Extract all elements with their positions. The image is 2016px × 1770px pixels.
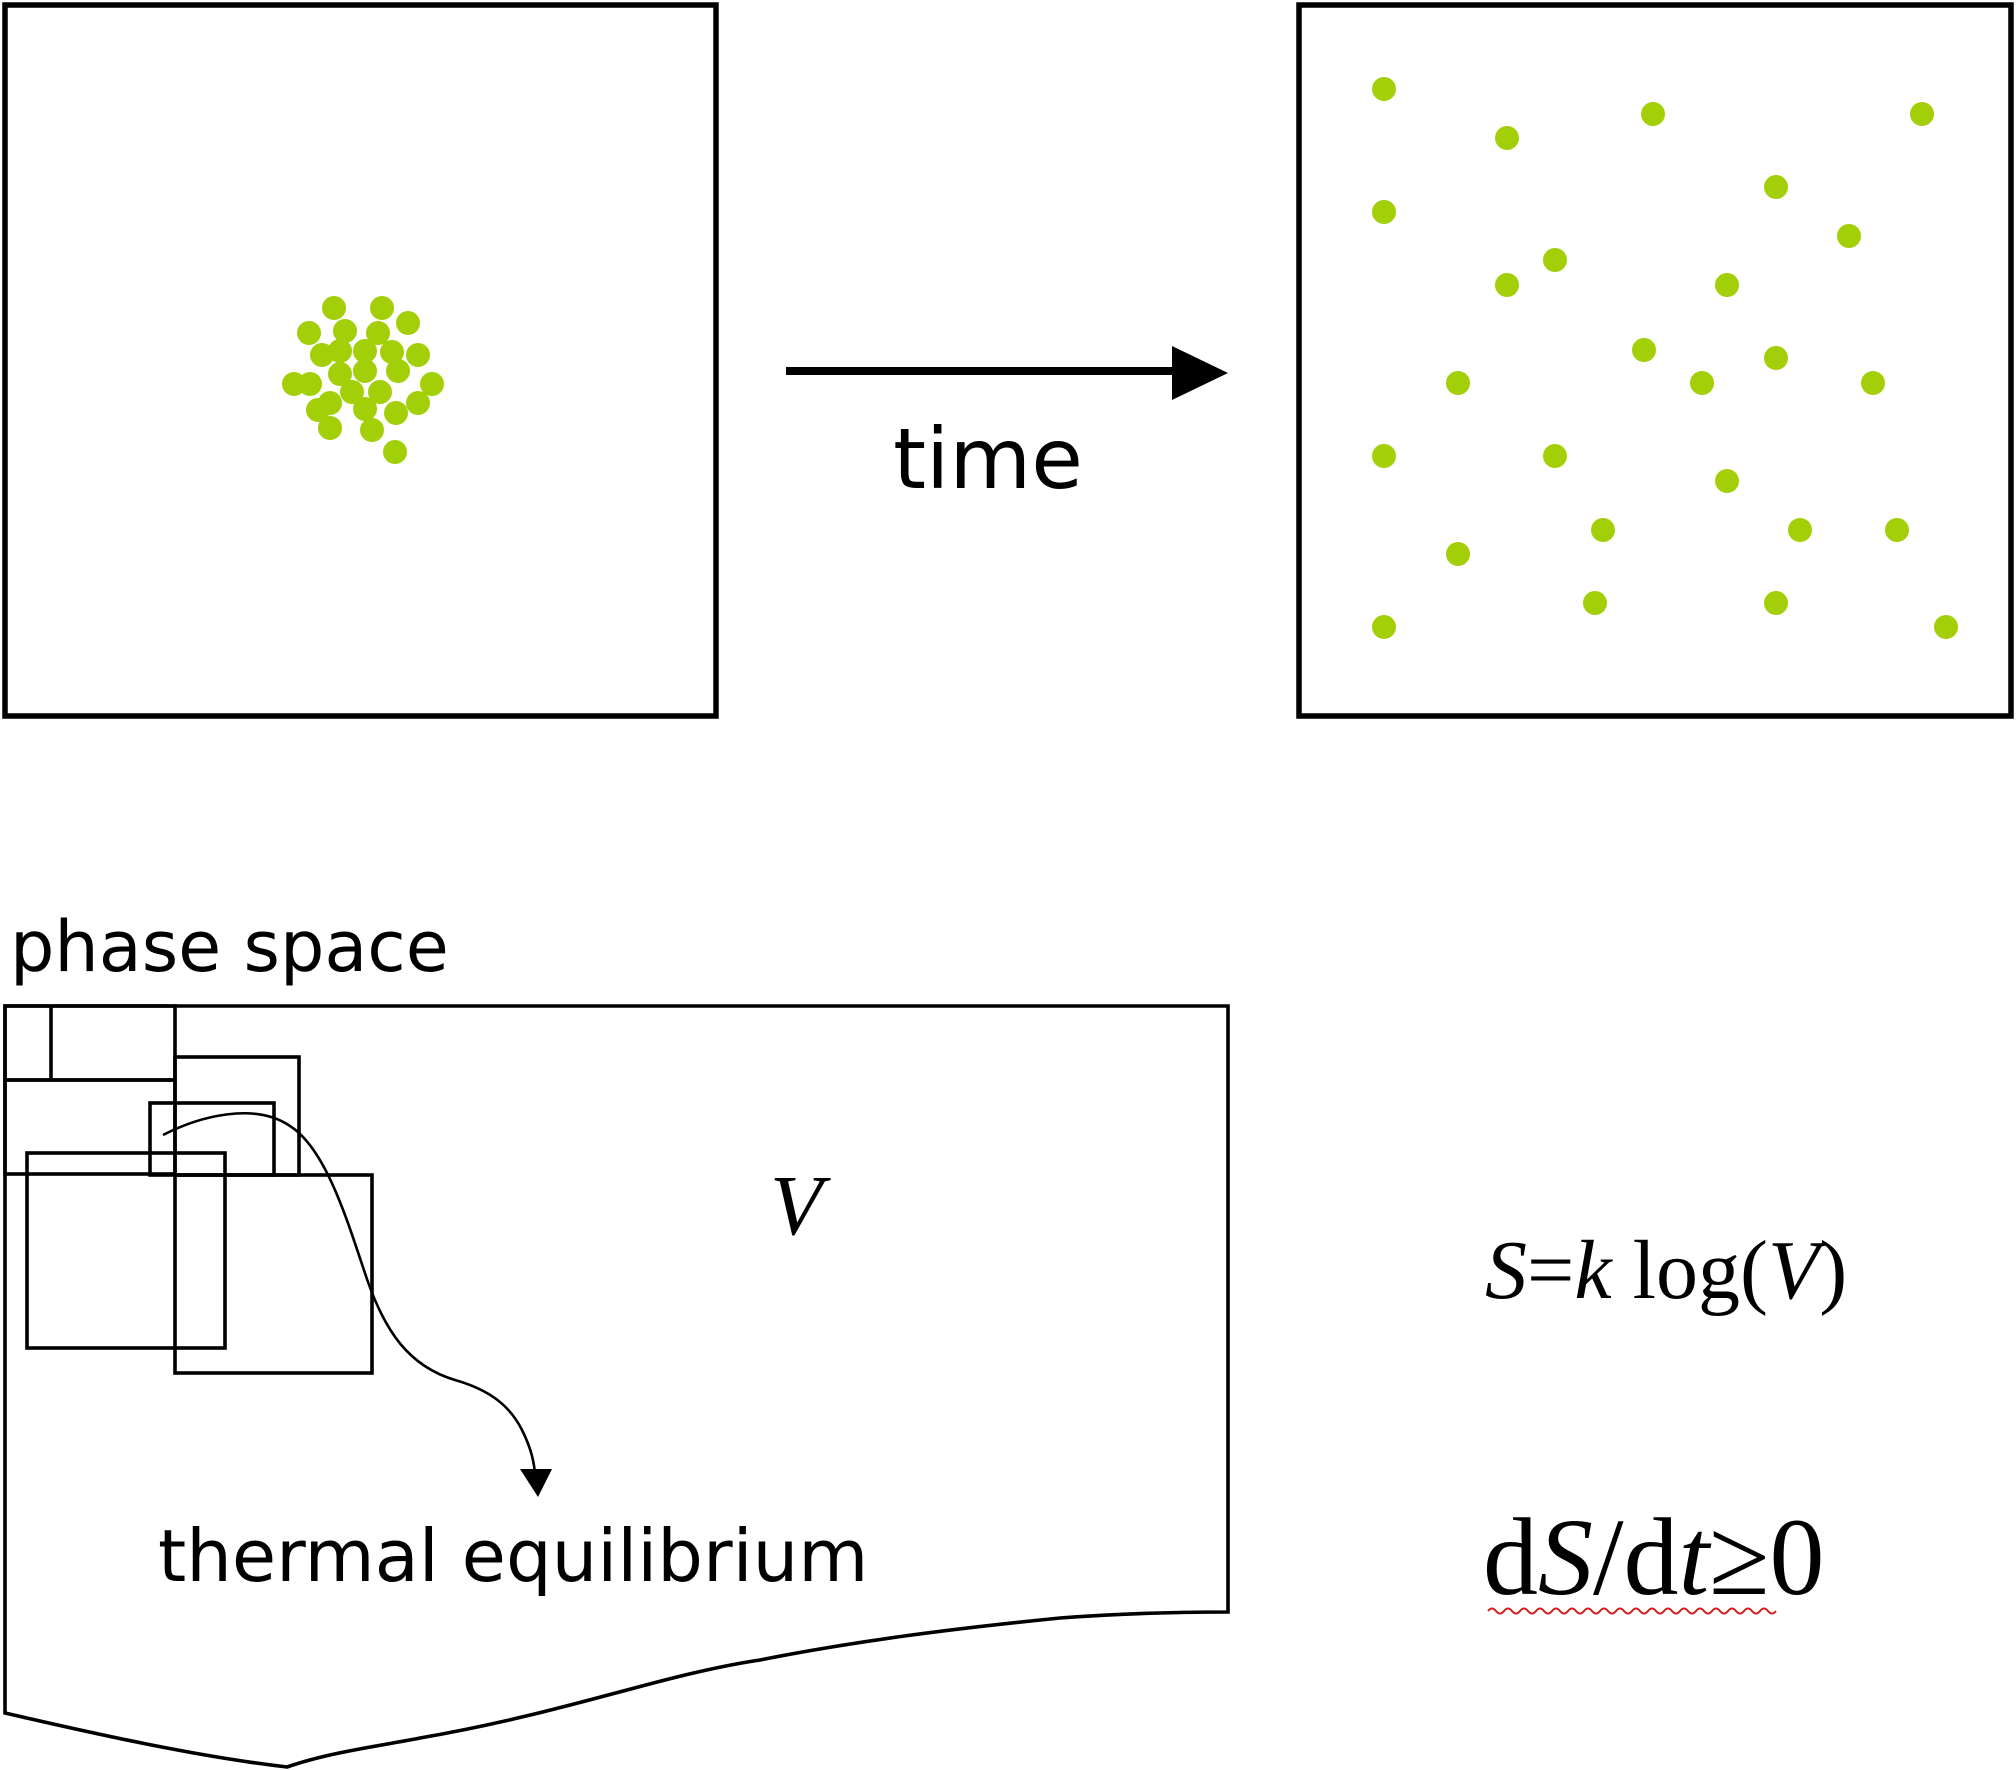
particle-final-13 [1446,371,1470,395]
second-law-equation: dS/dt≥0 [1483,1496,1825,1618]
particle-final-16 [1372,444,1396,468]
particle-final-26 [1934,615,1958,639]
particle-initial-2 [370,296,394,320]
particle-initial-16 [340,380,364,404]
particle-initial-13 [353,359,377,383]
particle-final-7 [1837,224,1861,248]
particle-initial-6 [366,321,390,345]
particle-final-10 [1715,273,1739,297]
particle-final-22 [1446,542,1470,566]
equilibrium-label: thermal equilibrium [158,1514,868,1598]
particle-final-23 [1583,591,1607,615]
particle-initial-23 [318,416,342,440]
particle-initial-14 [328,362,352,386]
particle-final-19 [1591,518,1615,542]
entropy-symbol: S [1485,1224,1527,1317]
particle-cluster-initial [282,296,444,464]
particle-final-14 [1690,371,1714,395]
particle-final-18 [1715,469,1739,493]
particle-final-15 [1861,371,1885,395]
particle-final-21 [1885,518,1909,542]
particle-final-11 [1632,338,1656,362]
particle-initial-5 [333,319,357,343]
particle-final-1 [1372,77,1396,101]
particle-initial-24 [360,418,384,442]
particle-initial-1 [322,296,346,320]
volume-argument: V [1768,1224,1828,1317]
time-label: time [893,410,1083,508]
particle-initial-8 [353,339,377,363]
particle-initial-10 [380,340,404,364]
particle-initial-4 [297,321,321,345]
boltzmann-constant: k [1574,1224,1613,1317]
particle-initial-7 [328,339,352,363]
particle-final-12 [1764,346,1788,370]
slash-d: /d [1593,1496,1679,1618]
particle-initial-20 [406,391,430,415]
particle-initial-25 [306,398,330,422]
trajectory-curve [162,1112,537,1479]
particle-final-17 [1543,444,1567,468]
particle-final-6 [1372,200,1396,224]
particle-final-20 [1788,518,1812,542]
particle-final-25 [1372,615,1396,639]
volume-symbol: V [770,1157,831,1253]
particle-final-24 [1764,591,1788,615]
particle-initial-9 [310,343,334,367]
entropy-symbol-2: S [1538,1496,1593,1618]
log-function: log( [1612,1224,1768,1317]
coarse-graining-cells [3,1004,374,1375]
particle-initial-27 [282,372,306,396]
particle-final-8 [1543,248,1567,272]
inequality-zero: ≥0 [1709,1496,1824,1618]
particle-final-2 [1495,126,1519,150]
particle-initial-12 [386,359,410,383]
entropy-equation: S=k log(V) [1485,1224,1847,1317]
particle-final-9 [1495,273,1519,297]
particle-initial-15 [368,380,392,404]
time-arrow [786,346,1228,400]
phase-space-label: phase space [10,906,449,988]
particle-initial-26 [383,440,407,464]
particle-initial-18 [420,372,444,396]
equals-sign: = [1527,1224,1574,1317]
particle-initial-21 [353,397,377,421]
particle-spread-final [1372,77,1958,639]
particle-final-3 [1641,102,1665,126]
time-symbol: t [1679,1496,1712,1618]
particle-initial-3 [396,311,420,335]
particle-initial-22 [384,401,408,425]
trajectory-arrowhead [520,1469,552,1497]
spellcheck-underline [1487,1607,1777,1615]
particle-final-5 [1764,175,1788,199]
particle-initial-11 [406,343,430,367]
phase-space-region [3,1004,1230,1769]
diff-d1: d [1483,1496,1538,1618]
particle-final-4 [1910,102,1934,126]
close-paren: ) [1819,1224,1847,1317]
